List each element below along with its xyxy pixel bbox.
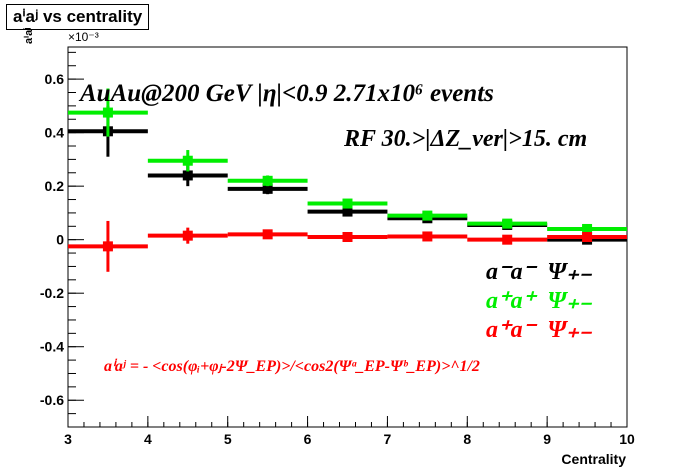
- y-tick-label: -0.4: [40, 339, 64, 355]
- data-point: [582, 232, 593, 242]
- x-tick-label: 3: [64, 431, 72, 447]
- data-point: [102, 107, 113, 118]
- legend-entry: a⁺a⁻ Ψ₊₋: [486, 316, 592, 345]
- data-point: [342, 198, 353, 209]
- x-tick-label: 6: [304, 431, 312, 447]
- x-axis-label: Centrality: [561, 451, 626, 467]
- legend-psi: Ψ₊₋: [547, 317, 592, 343]
- data-point: [422, 231, 433, 242]
- chart-title: aⁱaʲ vs centrality: [6, 4, 150, 30]
- data-point: [502, 234, 513, 245]
- legend-entry: a⁻a⁻ Ψ₊₋: [486, 258, 592, 287]
- y-axis-label: aⁱaʲ: [23, 27, 35, 44]
- annotation-cut: RF 30.>|ΔZ_ver|>15. cm: [344, 126, 588, 152]
- legend-label: a⁺a⁺: [486, 288, 536, 314]
- data-point: [262, 175, 273, 186]
- legend-psi: Ψ₊₋: [547, 259, 592, 285]
- x-tick-label: 7: [384, 431, 392, 447]
- data-point: [182, 155, 193, 166]
- legend: a⁻a⁻ Ψ₊₋ a⁺a⁺ Ψ₊₋ a⁺a⁻ Ψ₊₋: [486, 258, 592, 345]
- x-tick-label: 5: [224, 431, 232, 447]
- formula-annotation: aⁱaʲ = - <cos(φᵢ+φⱼ-2Ψ_EP)>/<cos2(Ψᵃ_EP-…: [104, 358, 480, 375]
- data-point: [582, 223, 593, 234]
- legend-psi: Ψ₊₋: [547, 288, 592, 314]
- data-point: [422, 210, 433, 221]
- x-tick-label: 4: [144, 431, 152, 447]
- data-point: [342, 206, 353, 217]
- y-tick-label: 0.2: [45, 178, 65, 194]
- legend-label: a⁻a⁻: [486, 259, 536, 285]
- x-tick-label: 10: [619, 431, 635, 447]
- legend-label: a⁺a⁻: [486, 317, 536, 343]
- y-tick-label: 0.6: [45, 71, 65, 87]
- data-point: [102, 241, 113, 252]
- x-tick-label: 8: [463, 431, 471, 447]
- data-point: [342, 232, 353, 242]
- y-tick-label: -0.6: [40, 392, 64, 408]
- annotation-dataset: AuAu@200 GeV |η|<0.9 2.71x10⁶ events: [80, 80, 494, 107]
- data-point: [502, 218, 513, 229]
- y-tick-label: 0.4: [45, 125, 65, 141]
- data-point: [262, 183, 273, 194]
- data-point: [182, 230, 193, 241]
- x-tick-label: 9: [543, 431, 551, 447]
- data-point: [262, 229, 273, 240]
- y-tick-label: 0: [56, 232, 64, 248]
- legend-entry: a⁺a⁺ Ψ₊₋: [486, 287, 592, 316]
- y-tick-label: -0.2: [40, 285, 64, 301]
- y-exponent-label: ×10⁻³: [68, 30, 99, 44]
- data-point: [182, 170, 193, 181]
